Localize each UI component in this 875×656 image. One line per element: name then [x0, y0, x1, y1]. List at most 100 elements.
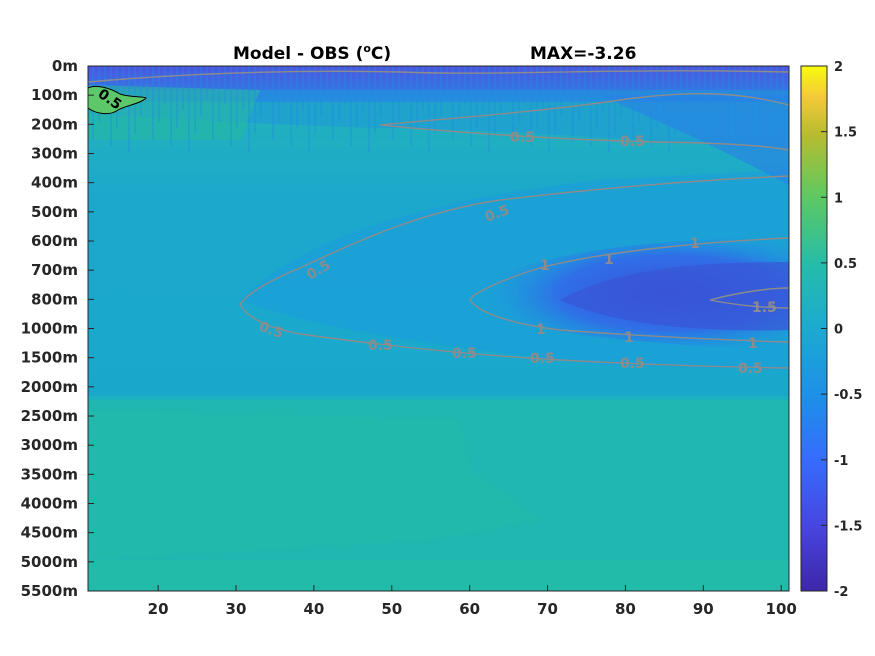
colorbar-tick-label: 2 [834, 60, 843, 75]
texture-stripe [734, 66, 736, 134]
contour-label: 1 [540, 258, 550, 274]
texture-stripe [560, 66, 562, 116]
contour-label: 0.5 [368, 338, 393, 354]
texture-stripe [740, 66, 742, 116]
texture-stripe [674, 66, 676, 134]
texture-stripe [572, 66, 574, 140]
contour-label: 0.5 [530, 351, 555, 367]
texture-stripe [536, 66, 538, 128]
texture-stripe [170, 66, 172, 146]
texture-stripe [704, 66, 706, 104]
x-tick-label: 50 [381, 600, 402, 618]
contour-label: 1.5 [752, 300, 777, 316]
x-tick-label: 30 [226, 600, 247, 618]
title-unit: C) [371, 44, 391, 64]
texture-stripe [428, 66, 430, 152]
texture-stripe [680, 66, 682, 116]
texture-stripe [542, 66, 544, 110]
texture-stripe [620, 66, 622, 116]
texture-stripe [776, 66, 778, 128]
texture-stripe [104, 66, 106, 104]
texture-stripe [398, 66, 400, 122]
y-tick-label: 200m [31, 115, 78, 133]
texture-stripe [782, 66, 784, 110]
texture-stripe [386, 66, 388, 98]
texture-stripe [758, 66, 760, 122]
texture-stripe [476, 66, 478, 128]
contour-upper [379, 92, 789, 151]
x-tick-label: 90 [693, 600, 714, 618]
texture-stripe [638, 66, 640, 122]
x-tick-label: 70 [537, 600, 558, 618]
contour-label: 0.5 [257, 319, 286, 343]
texture-stripe [614, 66, 616, 134]
texture-stripe [302, 66, 304, 110]
texture-stripe [596, 66, 598, 128]
y-tick-label: 800m [31, 290, 78, 308]
texture-stripe [464, 66, 466, 104]
max-label: MAX=-3.26 [530, 44, 636, 64]
texture-stripe [452, 66, 454, 140]
colorbar-tick-label: 0.5 [834, 257, 857, 272]
texture-stripe [296, 66, 298, 128]
texture-stripe [602, 66, 604, 110]
texture-stripe [374, 66, 376, 134]
texture-stripe [770, 66, 772, 146]
texture-stripe [326, 66, 328, 98]
texture-stripe [272, 66, 274, 140]
y-tick-label: 4500m [21, 524, 78, 542]
colorbar: 2 1.5 1 0.5 0 -0.5 -1 -1.5 -2 [800, 60, 862, 600]
contour-label: 1 [604, 252, 614, 268]
texture-stripe [416, 66, 418, 128]
texture-stripe [530, 66, 532, 146]
x-tick-label: 60 [459, 600, 480, 618]
contour-label: 1 [624, 330, 634, 346]
contour-label: 0.5 [620, 134, 645, 150]
texture-stripe [206, 66, 208, 98]
texture-stripe [146, 66, 148, 98]
texture-stripe [230, 66, 232, 146]
texture-stripe [224, 66, 226, 104]
texture-stripe [140, 66, 142, 116]
texture-stripe [332, 66, 334, 140]
colorbar-tick-label: 0 [834, 323, 843, 338]
texture-stripe [242, 66, 244, 110]
texture-stripe [122, 66, 124, 110]
texture-stripe [488, 66, 490, 152]
texture-stripe [662, 66, 664, 110]
texture-stripe [290, 66, 292, 146]
texture-stripe [458, 66, 460, 122]
contour-neg-1 [469, 237, 789, 343]
y-tick-label: 2000m [21, 378, 78, 396]
contour-label: 0.5 [510, 130, 535, 146]
texture-stripe [656, 66, 658, 128]
texture-stripe [512, 66, 514, 140]
y-tick-label: 1000m [21, 320, 78, 338]
texture-stripe [764, 66, 766, 104]
title-superscript: o [363, 42, 371, 55]
heatmap-field [88, 66, 789, 591]
positive-patch: 0.5 [87, 85, 147, 115]
texture-stripe [344, 66, 346, 104]
texture-stripe [506, 66, 508, 98]
y-tick-label: 100m [31, 86, 78, 104]
texture-stripe [284, 66, 286, 104]
texture-stripe [314, 66, 316, 134]
texture-stripe [422, 66, 424, 110]
texture-stripe [578, 66, 580, 122]
texture-stripe [722, 66, 724, 110]
x-tick-label: 80 [615, 600, 636, 618]
texture-stripe [554, 66, 556, 134]
texture-stripe [164, 66, 166, 104]
contour-label: 1 [690, 236, 700, 252]
texture-stripe [566, 66, 568, 98]
texture-stripe [692, 66, 694, 140]
y-tick-label: 2500m [21, 407, 78, 425]
texture-stripe [410, 66, 412, 146]
colorbar-tick-label: -1 [834, 454, 848, 469]
colorbar-ticks: 2 1.5 1 0.5 0 -0.5 -1 -1.5 -2 [821, 60, 862, 600]
contour-label: 1 [748, 336, 758, 352]
colorbar-tick-label: -1.5 [834, 519, 862, 534]
texture-stripe [248, 66, 250, 152]
contour-lines [88, 70, 789, 369]
